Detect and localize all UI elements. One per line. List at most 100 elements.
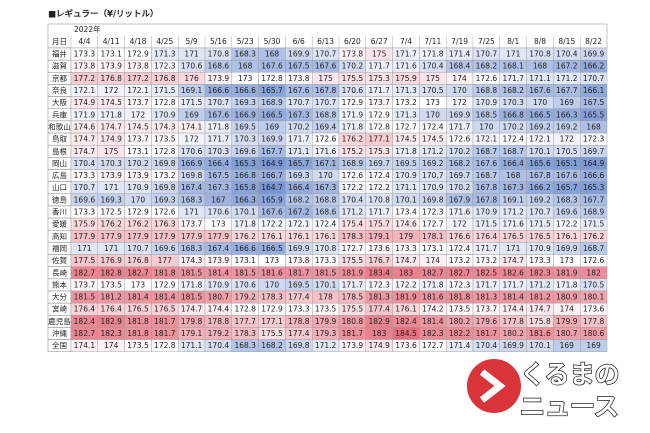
cell-value: 170.9 — [154, 110, 176, 119]
cell-value: 182.6 — [502, 268, 524, 277]
cell-value: 172.3 — [422, 208, 444, 217]
cell-value: 167.6 — [261, 62, 283, 71]
cell-value: 166.6 — [234, 244, 256, 253]
cell-value: 177.1 — [261, 317, 283, 326]
cell-value: 173.5 — [100, 280, 122, 289]
cell-value: 181.9 — [556, 268, 578, 277]
cell-value: 173.8 — [288, 74, 310, 83]
cell-value: 172.1 — [529, 135, 551, 144]
cell-value: 177.9 — [100, 232, 122, 241]
cell-value: 173.5 — [154, 135, 176, 144]
cell-value: 173.1 — [100, 50, 122, 59]
cell-value: 171.2 — [315, 341, 337, 350]
cell-value: 171 — [184, 50, 199, 59]
cell-value: 176 — [184, 74, 199, 83]
cell-value: 170.7 — [288, 98, 310, 107]
cell-value: 177.7 — [234, 317, 256, 326]
cell-value: 174.3 — [181, 256, 203, 265]
cell-value: 164.7 — [261, 183, 283, 192]
cell-value: 175.3 — [368, 74, 390, 83]
cell-value: 173.5 — [449, 305, 471, 314]
column-label: 8/22 — [585, 37, 602, 46]
cell-value: 170.2 — [288, 122, 310, 131]
cell-value: 173.6 — [368, 244, 390, 253]
cell-value: 170.3 — [208, 147, 230, 156]
cell-value: 176.8 — [154, 74, 176, 83]
cell-value: 172.9 — [368, 110, 390, 119]
cell-value: 170.1 — [529, 341, 551, 350]
cell-value: 166.2 — [529, 183, 551, 192]
cell-value: 168.2 — [502, 86, 524, 95]
cell-value: 176.5 — [154, 305, 176, 314]
cell-value: 172.3 — [449, 280, 471, 289]
cell-value: 169.5 — [234, 122, 256, 131]
cell-value: 168.6 — [315, 208, 337, 217]
cell-value: 171.7 — [449, 122, 471, 131]
cell-value: 174.9 — [74, 98, 96, 107]
row-label: 滋賀 — [52, 61, 67, 71]
cell-value: 172.2 — [556, 220, 578, 229]
row-label: 山口 — [52, 182, 67, 192]
cell-value: 171.7 — [395, 50, 417, 59]
cell-value: 176.9 — [100, 256, 122, 265]
cell-value: 180.9 — [556, 293, 578, 302]
cell-value: 165.7 — [556, 183, 578, 192]
cell-value: 176.2 — [342, 135, 364, 144]
cell-value: 177.9 — [181, 232, 203, 241]
cell-value: 169.2 — [529, 122, 551, 131]
cell-value: 165.8 — [234, 183, 256, 192]
column-label: 8/15 — [558, 37, 575, 46]
cell-value: 168.1 — [502, 62, 524, 71]
cell-value: 167.5 — [288, 62, 310, 71]
cell-value: 171 — [77, 244, 92, 253]
cell-value: 181.7 — [342, 329, 364, 338]
column-label: 6/27 — [371, 37, 388, 46]
cell-value: 176.8 — [127, 256, 149, 265]
cell-value: 172.4 — [368, 171, 390, 180]
cell-value: 169.6 — [556, 208, 578, 217]
row-label: 宮崎 — [52, 304, 67, 314]
cell-value: 166.8 — [234, 171, 256, 180]
cell-value: 170.2 — [502, 122, 524, 131]
cell-value: 172 — [131, 110, 146, 119]
cell-value: 171.8 — [100, 110, 122, 119]
cell-value: 169.3 — [288, 171, 310, 180]
row-label: 長崎 — [52, 267, 67, 277]
cell-value: 173.6 — [395, 341, 417, 350]
cell-value: 167.3 — [315, 183, 337, 192]
cell-value: 172.1 — [127, 86, 149, 95]
cell-value: 179 — [399, 232, 414, 241]
cell-value: 170.2 — [342, 62, 364, 71]
cell-value: 170.7 — [74, 183, 96, 192]
cell-value: 169.9 — [449, 110, 471, 119]
cell-value: 168.7 — [476, 171, 498, 180]
cell-value: 179.8 — [181, 317, 203, 326]
cell-value: 171.5 — [476, 220, 498, 229]
column-label: 6/20 — [344, 37, 361, 46]
cell-value: 166.3 — [556, 110, 578, 119]
cell-value: 169.8 — [154, 183, 176, 192]
cell-value: 170.4 — [476, 341, 498, 350]
cell-value: 169.7 — [583, 147, 605, 156]
cell-value: 170.7 — [208, 98, 230, 107]
cell-value: 170.9 — [395, 171, 417, 180]
cell-value: 169.9 — [288, 50, 310, 59]
row-label: 福岡 — [52, 244, 67, 253]
cell-value: 172.6 — [315, 135, 337, 144]
cell-value: 176.1 — [315, 232, 337, 241]
cell-value: 166.4 — [502, 159, 524, 168]
cell-value: 170 — [131, 195, 146, 204]
cell-value: 180.6 — [583, 329, 605, 338]
cell-value: 170.8 — [315, 244, 337, 253]
row-label: 兵庫 — [52, 109, 67, 119]
cell-value: 177.8 — [502, 317, 524, 326]
cell-value: 181.8 — [154, 268, 176, 277]
cell-value: 174.4 — [208, 305, 230, 314]
cell-value: 172.9 — [127, 50, 149, 59]
cell-value: 170 — [479, 122, 494, 131]
cell-value: 175.3 — [368, 147, 390, 156]
cell-value: 169 — [184, 110, 199, 119]
cell-value: 167.6 — [476, 159, 498, 168]
cell-value: 167.1 — [315, 159, 337, 168]
